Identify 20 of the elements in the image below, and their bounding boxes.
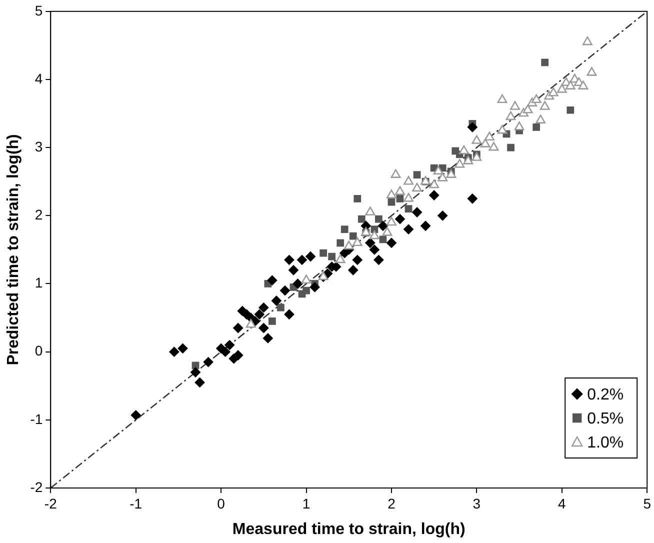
x-axis-title: Measured time to strain, log(h): [232, 520, 466, 538]
legend-label: 0.5%: [587, 410, 624, 428]
x-tick-label: 4: [558, 495, 566, 512]
y-tick-label: -2: [30, 478, 43, 495]
x-tick-label: 0: [217, 495, 226, 512]
y-axis-title: Predicted time to strain, log(h): [5, 134, 22, 366]
x-tick-label: 5: [643, 495, 652, 512]
y-tick-label: 5: [34, 2, 43, 18]
y-tick-label: 0: [34, 342, 43, 359]
legend-label: 1.0%: [587, 434, 624, 452]
x-tick-label: 2: [388, 495, 396, 512]
x-tick-label: 1: [302, 495, 310, 512]
x-tick-label: 3: [472, 495, 481, 512]
legend-label: 0.2%: [587, 386, 624, 404]
y-tick-label: 1: [34, 274, 43, 291]
y-tick-label: 2: [34, 206, 43, 223]
x-tick-label: -1: [130, 495, 142, 512]
y-tick-label: 4: [34, 70, 43, 86]
y-tick-label: 3: [34, 138, 43, 154]
y-tick-label: -1: [30, 410, 43, 427]
